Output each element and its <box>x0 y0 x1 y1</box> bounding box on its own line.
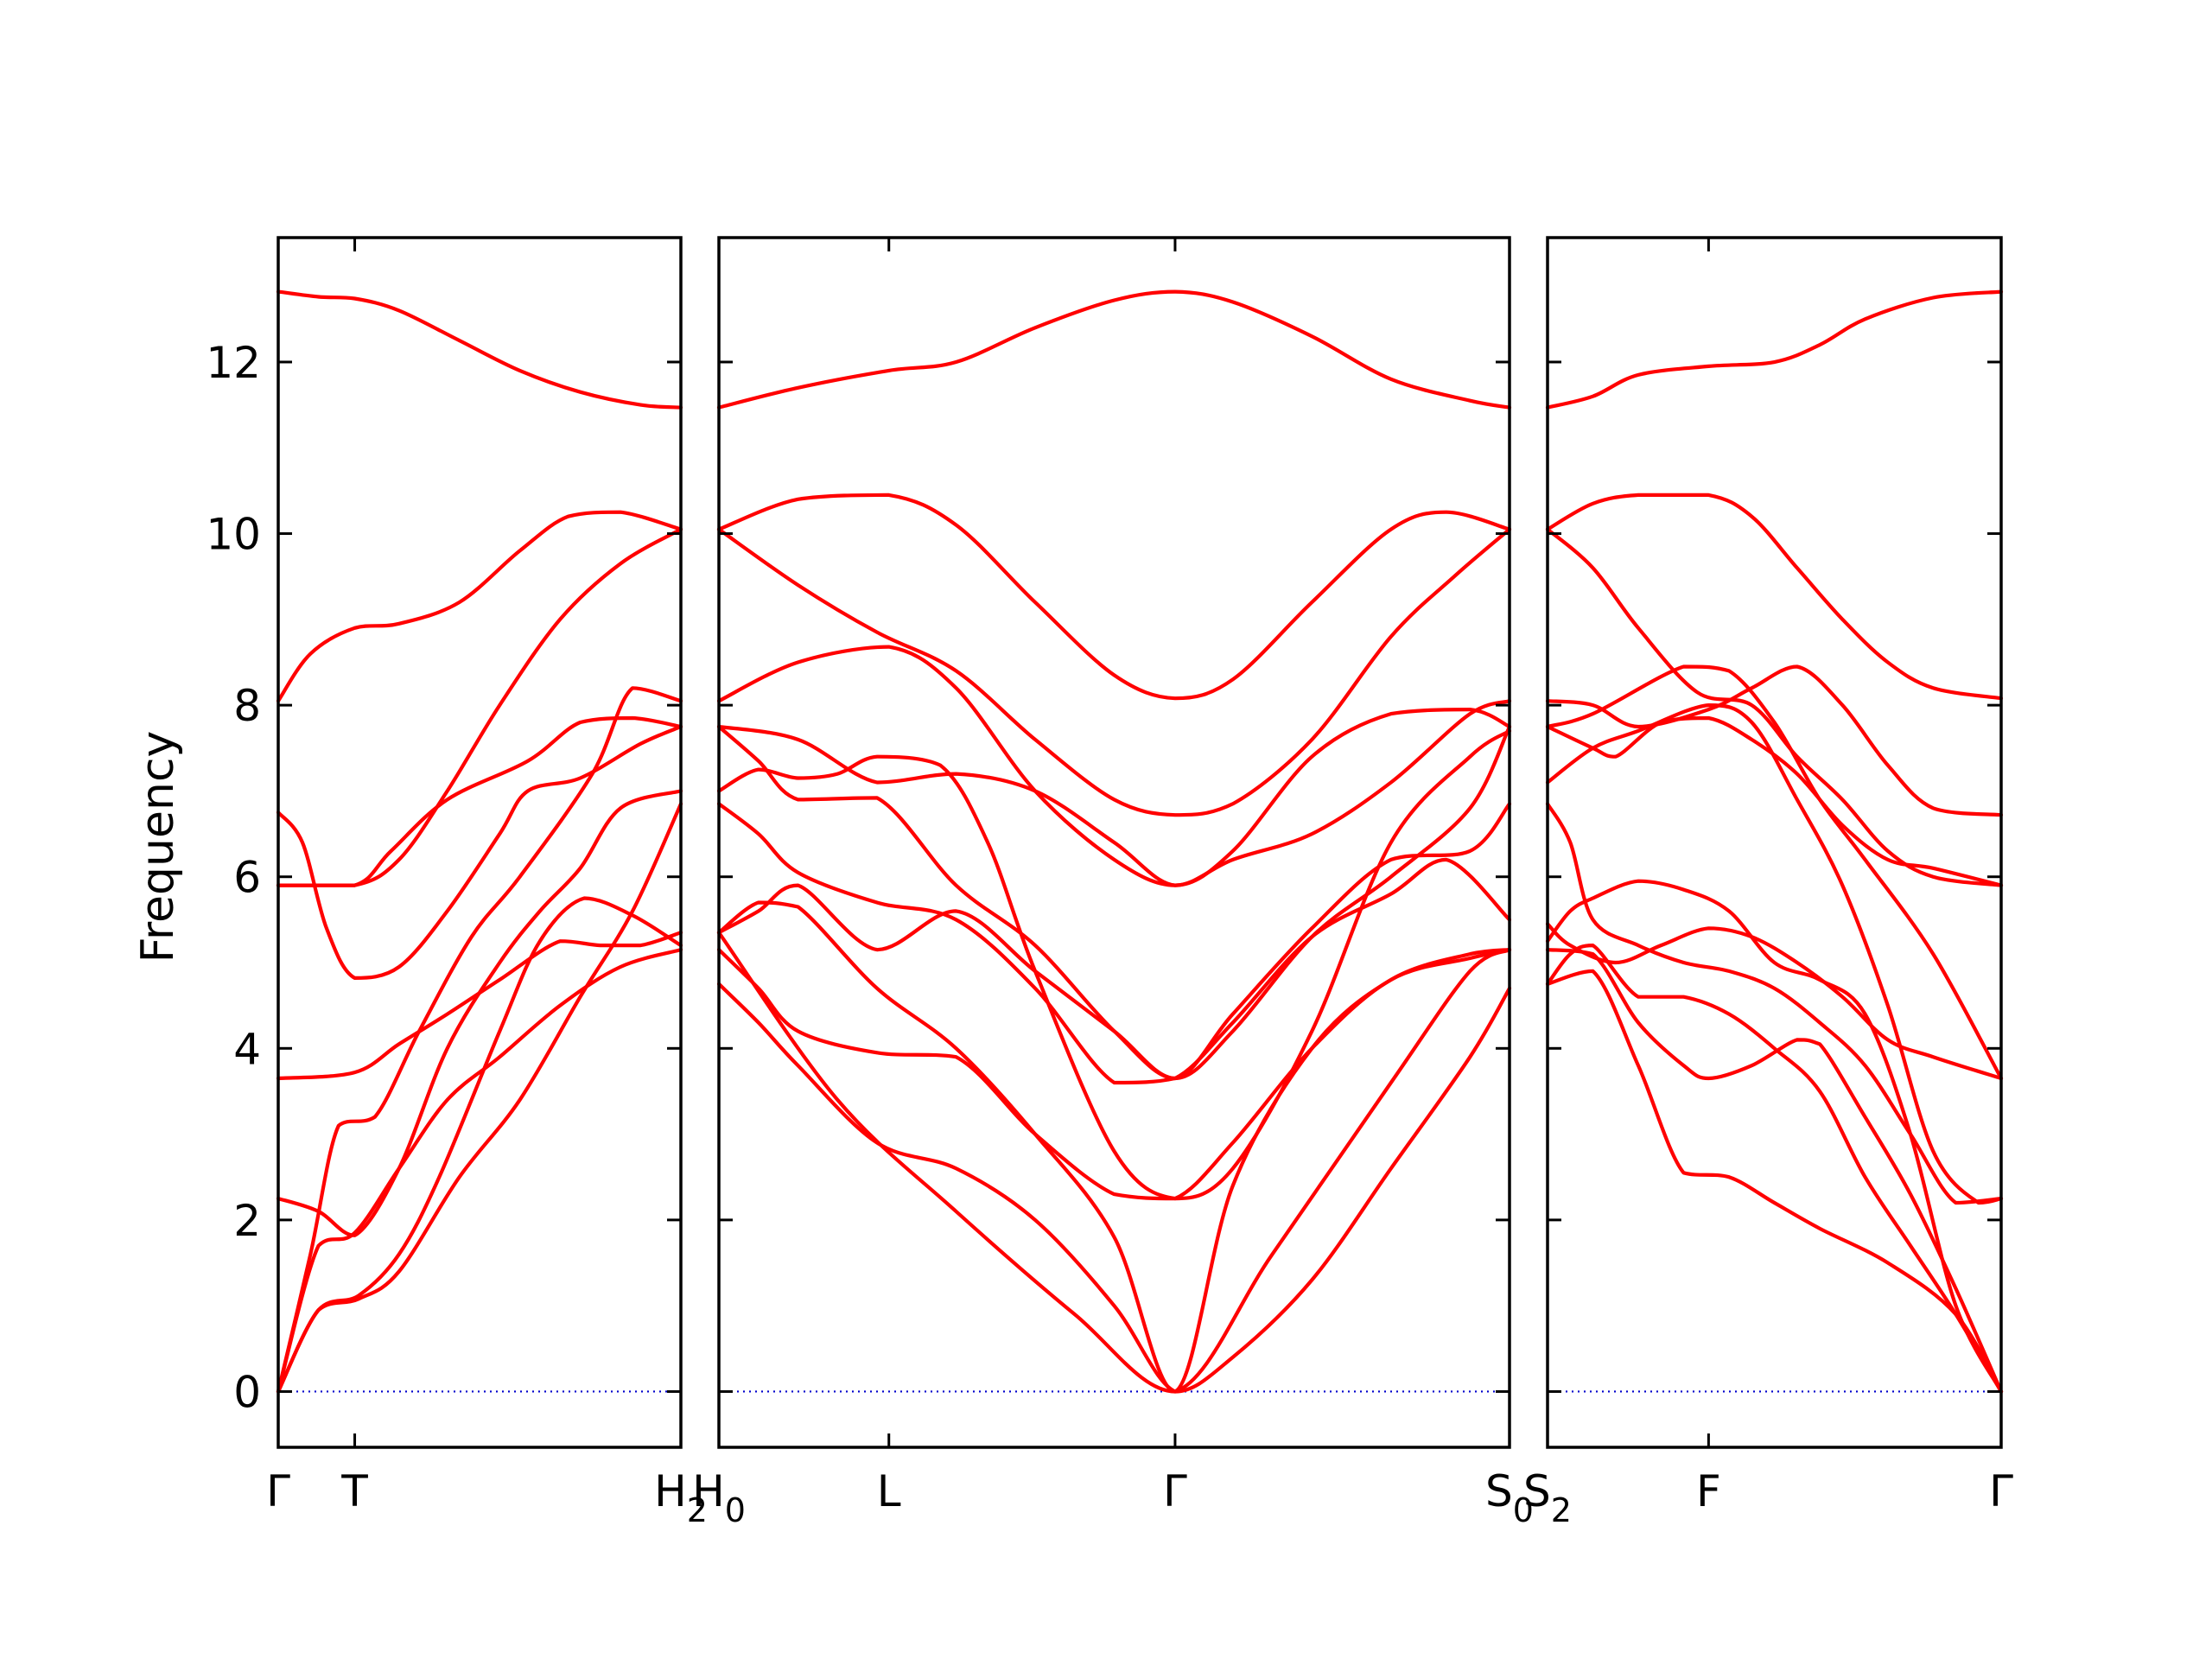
band-8 <box>716 802 1512 1085</box>
x-tick-subscript: 2 <box>687 1491 708 1529</box>
band-6 <box>716 724 1512 1081</box>
band-6 <box>1545 715 2004 887</box>
band-10 <box>1545 879 2004 1394</box>
x-tick-label: T <box>340 1466 368 1516</box>
y-tick-label: 12 <box>206 338 261 388</box>
band-1 <box>1545 289 2004 410</box>
band-8 <box>1545 802 2004 1205</box>
band-12 <box>1545 944 2004 1394</box>
x-tick-label: F <box>1696 1466 1721 1516</box>
panel-frame <box>717 236 1511 1449</box>
panel-3: S2 F Γ <box>1523 236 2013 1529</box>
band-9 <box>1545 922 2004 1081</box>
band-3 <box>716 527 1512 817</box>
band-1 <box>716 289 1512 410</box>
band-13 <box>1545 969 2004 1394</box>
y-tick-label: 10 <box>206 510 261 560</box>
band-10 <box>276 896 683 1394</box>
band-3 <box>1545 527 2004 887</box>
band-7 <box>1545 703 2004 1205</box>
band-6 <box>276 931 683 1081</box>
band-5 <box>276 527 683 887</box>
band-11 <box>716 948 1512 1201</box>
y-tick-label: 4 <box>233 1024 261 1074</box>
band-7 <box>716 728 1512 1201</box>
y-tick-label: 8 <box>233 681 261 731</box>
band-3 <box>276 724 683 980</box>
y-axis-label: Frequency <box>132 731 184 963</box>
band-4 <box>1545 664 2004 817</box>
x-tick-subscript: 0 <box>725 1491 746 1529</box>
x-tick-label: Γ <box>1163 1466 1187 1516</box>
x-tick-label: L <box>877 1466 901 1516</box>
band-4 <box>716 645 1512 887</box>
y-tick-label: 2 <box>233 1196 261 1246</box>
x-tick-label: Γ <box>266 1466 290 1516</box>
band-7 <box>276 789 683 1237</box>
y-tick-label: 6 <box>233 853 261 903</box>
band-2 <box>276 510 683 703</box>
y-tick-label: 0 <box>233 1367 261 1417</box>
x-tick-subscript: 0 <box>1513 1491 1534 1529</box>
band-11 <box>1545 948 2004 1394</box>
panel-2: H0 L Γ S0 <box>692 236 1534 1529</box>
band-5 <box>1545 664 2004 1081</box>
band-11 <box>276 802 683 1394</box>
band-13 <box>716 931 1512 1394</box>
band-12 <box>716 982 1512 1394</box>
panel-frame <box>1546 236 2003 1449</box>
x-tick-subscript: 2 <box>1551 1491 1572 1529</box>
band-4 <box>276 715 683 887</box>
x-tick-label: Γ <box>1989 1466 2013 1516</box>
band-8 <box>276 686 683 1394</box>
band-1 <box>276 289 683 410</box>
band-5 <box>716 708 1512 887</box>
band-9 <box>276 948 683 1394</box>
panel-frame <box>276 236 683 1449</box>
band-2 <box>1545 493 2004 701</box>
band-10 <box>716 900 1512 1394</box>
band-2 <box>716 493 1512 701</box>
band-9 <box>716 802 1512 1081</box>
